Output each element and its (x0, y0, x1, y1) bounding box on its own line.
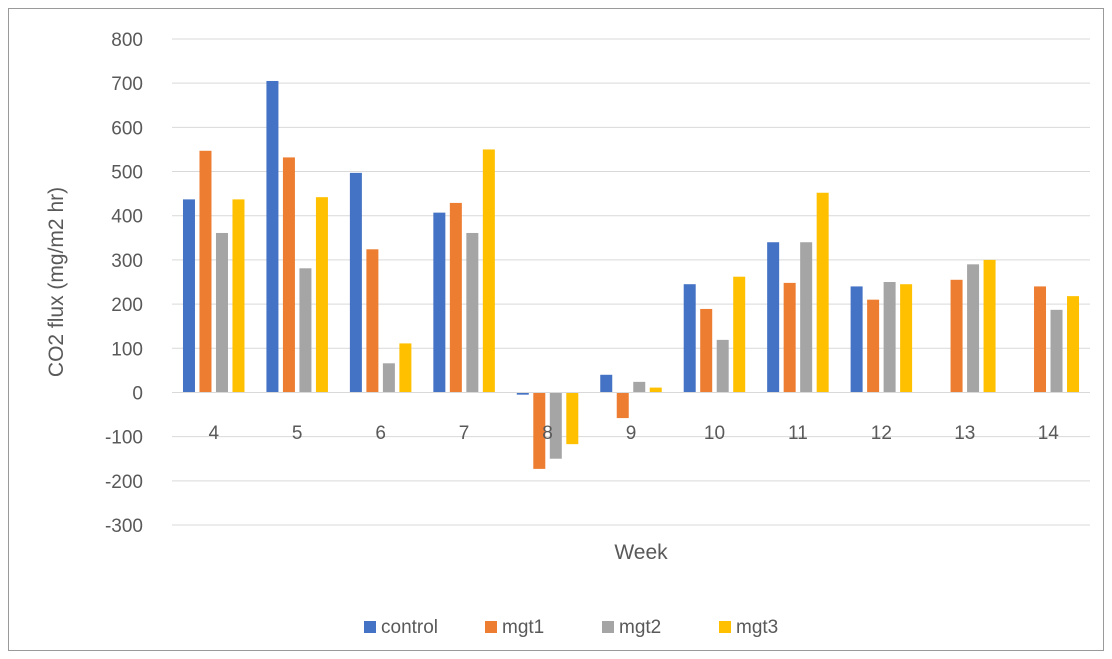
x-tick-label: 13 (954, 423, 975, 444)
bar-mgt2-week-7 (466, 232, 479, 393)
y-axis-tick-labels: -300 -200 -100 0 100 200 300 400 500 600 700 800 (105, 30, 143, 537)
bar-mgt3-week-4 (232, 199, 245, 393)
bar-mgt2-week-9 (633, 381, 646, 393)
gridlines (172, 38, 1090, 526)
bar-mgt2-week-14 (1050, 309, 1063, 393)
y-tick-label: -300 (105, 516, 143, 537)
bar-control-week-12 (850, 286, 863, 393)
bar-mgt1-week-8 (533, 392, 546, 469)
x-axis-title: Week (614, 541, 668, 564)
bar-control-week-10 (683, 284, 696, 393)
bar-mgt3-week-11 (816, 192, 829, 393)
bar-mgt2-week-12 (883, 282, 896, 393)
bar-mgt1-week-7 (449, 202, 462, 393)
bar-control-week-6 (349, 172, 362, 393)
bar-mgt1-week-9 (616, 392, 629, 419)
legend-swatch-control (364, 621, 376, 633)
bar-mgt1-week-11 (783, 282, 796, 393)
y-tick-label: 500 (111, 163, 143, 184)
x-tick-label: 12 (871, 423, 892, 444)
bar-mgt3-week-9 (649, 387, 662, 393)
x-axis-tick-labels: 4 5 6 7 8 9 10 11 12 13 14 (208, 423, 1059, 444)
y-tick-label: -200 (105, 472, 143, 493)
legend-swatch-mgt3 (719, 621, 731, 633)
x-tick-label: 9 (626, 423, 637, 444)
bar-mgt2-week-11 (800, 242, 813, 393)
bar-mgt3-week-6 (399, 343, 412, 393)
x-tick-label: 10 (704, 423, 725, 444)
bar-mgt1-week-5 (282, 157, 295, 393)
y-tick-label: 600 (111, 118, 143, 139)
x-tick-label: 11 (788, 423, 808, 444)
bar-mgt2-week-4 (215, 232, 228, 393)
x-tick-label: 7 (459, 423, 470, 444)
bar-control-week-8 (516, 392, 529, 395)
bar-control-week-7 (433, 212, 446, 393)
y-tick-label: 300 (111, 251, 143, 272)
bar-mgt1-week-13 (950, 279, 963, 393)
legend-label-mgt3: mgt3 (736, 617, 778, 638)
bar-mgt3-week-10 (733, 276, 746, 393)
bar-mgt2-week-10 (716, 339, 729, 393)
bar-mgt2-week-8 (549, 392, 562, 459)
y-tick-label: 0 (132, 383, 143, 404)
bar-mgt1-week-6 (366, 249, 379, 393)
bar-control-week-4 (182, 199, 195, 393)
y-tick-label: -100 (105, 428, 143, 449)
bar-control-week-11 (767, 242, 780, 393)
y-tick-label: 100 (111, 339, 143, 360)
bar-mgt1-week-4 (199, 150, 212, 393)
bar-mgt3-week-5 (315, 197, 328, 393)
legend-swatch-mgt2 (602, 621, 614, 633)
legend-swatch-mgt1 (485, 621, 497, 633)
y-tick-label: 800 (111, 30, 143, 51)
bar-mgt1-week-10 (700, 308, 713, 393)
bar-mgt2-week-5 (299, 268, 312, 393)
x-tick-label: 14 (1038, 423, 1060, 444)
bar-mgt3-week-12 (900, 284, 913, 393)
bar-mgt2-week-13 (967, 264, 980, 393)
bar-mgt3-week-7 (482, 149, 495, 393)
y-tick-label: 700 (111, 74, 143, 95)
bar-mgt3-week-14 (1067, 296, 1080, 393)
bar-control-week-9 (600, 374, 613, 393)
y-tick-label: 200 (111, 295, 143, 316)
y-axis-title: CO2 flux (mg/m2 hr) (45, 187, 68, 377)
x-tick-label: 8 (542, 423, 553, 444)
y-tick-label: 400 (111, 207, 143, 228)
bar-mgt2-week-6 (382, 363, 395, 393)
bar-mgt1-week-12 (867, 299, 880, 393)
bars (182, 80, 1080, 469)
x-tick-label: 4 (208, 423, 219, 444)
bar-mgt1-week-14 (1034, 286, 1047, 393)
legend-label-mgt2: mgt2 (619, 617, 661, 638)
legend-label-mgt1: mgt1 (502, 617, 544, 638)
x-tick-label: 6 (375, 423, 386, 444)
legend: control mgt1 mgt2 mgt3 (364, 617, 778, 638)
legend-label-control: control (381, 617, 438, 638)
bar-control-week-5 (266, 80, 279, 393)
bar-mgt3-week-13 (983, 259, 996, 393)
x-tick-label: 5 (292, 423, 303, 444)
bar-mgt3-week-8 (566, 392, 579, 445)
